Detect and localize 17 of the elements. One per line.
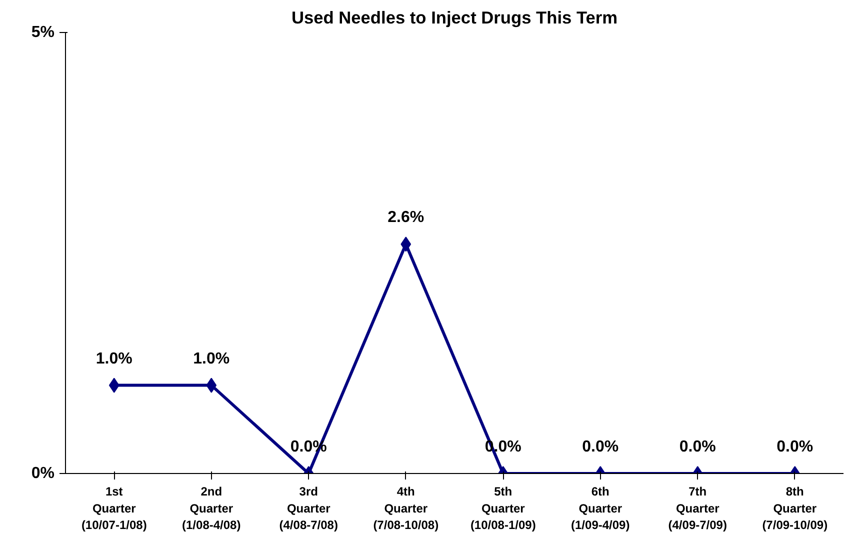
x-tick-label: 4th Quarter (7/08-10/08) [373, 484, 439, 532]
data-label: 0.0% [582, 438, 619, 456]
x-tick-label: 2nd Quarter (1/08-4/08) [182, 484, 241, 532]
x-tick-label: 3rd Quarter (4/08-7/08) [279, 484, 338, 532]
data-label: 0.0% [776, 438, 814, 456]
y-tick-label: 5% [31, 24, 54, 41]
chart-title: Used Needles to Inject Drugs This Term [291, 8, 618, 28]
y-tick-label: 0% [31, 465, 54, 482]
x-tick-label: 1st Quarter (10/07-1/08) [81, 484, 147, 532]
x-tick-label: 8th Quarter (7/09-10/09) [762, 484, 828, 532]
x-tick-label: 7th Quarter (4/09-7/09) [668, 484, 727, 532]
x-tick-label: 5th Quarter (10/08-1/09) [470, 484, 536, 532]
data-label: 2.6% [388, 209, 424, 226]
data-label: 1.0% [96, 350, 132, 368]
data-label: 1.0% [193, 350, 230, 368]
data-label: 0.0% [679, 438, 716, 456]
x-tick-label: 6th Quarter (1/09-4/09) [571, 484, 630, 532]
